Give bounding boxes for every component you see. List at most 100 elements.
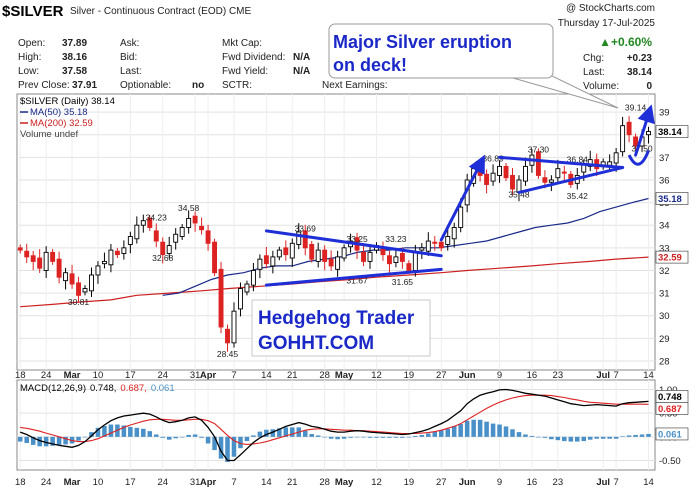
- ask-label: Ask:: [120, 38, 139, 49]
- macd-histogram-bar: [503, 426, 509, 437]
- candle-body: [335, 256, 341, 270]
- price-y-tick-label: 39: [659, 108, 670, 119]
- macd-histogram-bar: [380, 436, 386, 438]
- candle-body: [412, 251, 418, 271]
- macd-histogram-bar: [322, 436, 327, 438]
- macd-histogram-bar: [600, 436, 606, 439]
- macd-histogram-bar: [497, 424, 502, 437]
- price-value-label: 37.50: [631, 143, 653, 153]
- macd-histogram-bar: [95, 427, 101, 437]
- candle-body: [218, 268, 224, 328]
- high-value: 38.16: [62, 52, 87, 63]
- candle-body: [270, 256, 276, 267]
- candle-body: [386, 255, 392, 265]
- macd-x-tick-label: 28: [319, 477, 330, 488]
- candle-body: [186, 217, 192, 228]
- candle-body: [134, 224, 140, 240]
- candle-body: [399, 253, 405, 262]
- candle-body: [127, 236, 133, 245]
- macd-histogram-bar: [302, 430, 308, 437]
- candle-body: [309, 243, 315, 260]
- candle-body: [633, 136, 639, 147]
- macd-tag-box: [655, 402, 689, 415]
- macd-histogram-bar: [432, 431, 438, 437]
- candle-body: [561, 171, 567, 174]
- candle-body: [250, 270, 256, 286]
- candle-body: [43, 251, 49, 271]
- candle-body: [380, 248, 386, 256]
- price-y-tick-label: 28: [659, 356, 670, 367]
- price-x-tick-label: 19: [404, 370, 415, 381]
- macd-histogram-bar: [212, 436, 217, 451]
- macd-x-tick-label: 7: [231, 477, 236, 488]
- legend-ma50: MA(50) 35.18: [30, 107, 88, 118]
- last-price-tag-text: 38.14: [658, 127, 682, 138]
- price-x-tick-label: 23: [553, 370, 564, 381]
- macd-histogram-bar: [426, 433, 431, 437]
- candle-body: [212, 241, 218, 274]
- candle-body: [17, 247, 23, 251]
- volume-value: 0: [646, 81, 652, 92]
- candle-body: [477, 169, 483, 176]
- macd-x-tick-label: 7: [613, 477, 618, 488]
- candle-body: [542, 177, 548, 183]
- macd-x-tick-label: 9: [497, 477, 502, 488]
- candle-body: [510, 174, 515, 190]
- price-value-label: 32.68: [152, 253, 174, 263]
- macd-histogram-bar: [179, 436, 185, 438]
- symbol-title: $SILVER: [2, 3, 64, 20]
- candle-body: [613, 152, 619, 164]
- price-value-label: 33.23: [385, 234, 407, 244]
- promo-line2: GOHHT.COM: [258, 333, 374, 354]
- stats-last-label: Last:: [120, 66, 142, 77]
- macd-histogram-bar: [361, 436, 366, 438]
- macd-x-tick-label: 24: [41, 477, 52, 488]
- candle-body: [322, 249, 328, 262]
- macd-histogram-bar: [37, 436, 42, 447]
- macd-histogram-bar: [199, 436, 204, 438]
- macd-histogram-bar: [341, 436, 347, 439]
- price-y-tick-label: 31: [659, 289, 670, 300]
- callout-box: [328, 23, 554, 79]
- macd-histogram-bar: [264, 429, 269, 437]
- candle-body: [114, 250, 120, 256]
- candle-body: [76, 282, 81, 296]
- macd-line: [19, 388, 649, 462]
- macd-histogram-bar: [328, 436, 334, 439]
- ma200-tag-text: 32.59: [658, 253, 682, 264]
- candle-body: [367, 251, 373, 262]
- price-x-tick-label: 31: [190, 370, 201, 381]
- candle-body: [276, 249, 282, 258]
- macd-histogram-bar: [309, 434, 314, 437]
- macd-histogram-bar: [438, 430, 444, 437]
- macd-x-tick-label: 27: [436, 477, 447, 488]
- fwd-yield-label: Fwd Yield:: [222, 66, 268, 77]
- candle-body: [69, 273, 75, 285]
- price-x-tick-label: 28: [319, 370, 330, 381]
- macd-x-tick-label: Apr: [200, 477, 217, 488]
- candle-body: [24, 250, 30, 258]
- price-value-label: 35.48: [508, 190, 530, 200]
- macd-legend-part: 0.748,: [90, 383, 116, 394]
- macd-histogram-bar: [166, 436, 172, 440]
- macd-histogram-bar: [387, 436, 392, 438]
- price-value-label: 35.42: [567, 191, 589, 201]
- prev-close-value: 37.91: [72, 80, 97, 91]
- candle-body: [361, 251, 366, 262]
- ma200-tag-box: [655, 250, 689, 264]
- macd-tag-text: 0.748: [658, 392, 682, 403]
- macd-histogram-bar: [244, 436, 250, 442]
- candle-body: [192, 215, 198, 224]
- candle-body: [296, 231, 302, 245]
- macd-x-tick-label: May: [335, 477, 354, 488]
- candle-body: [238, 288, 243, 310]
- open-value: 37.89: [62, 38, 87, 49]
- candle-body: [315, 249, 321, 262]
- candle-body: [555, 168, 561, 179]
- macd-histogram-bar: [419, 434, 425, 437]
- date-label: Thursday 17-Jul-2025: [557, 18, 655, 29]
- candle-body: [121, 247, 127, 254]
- trend-line: [264, 267, 443, 287]
- price-x-tick-label: 27: [436, 370, 447, 381]
